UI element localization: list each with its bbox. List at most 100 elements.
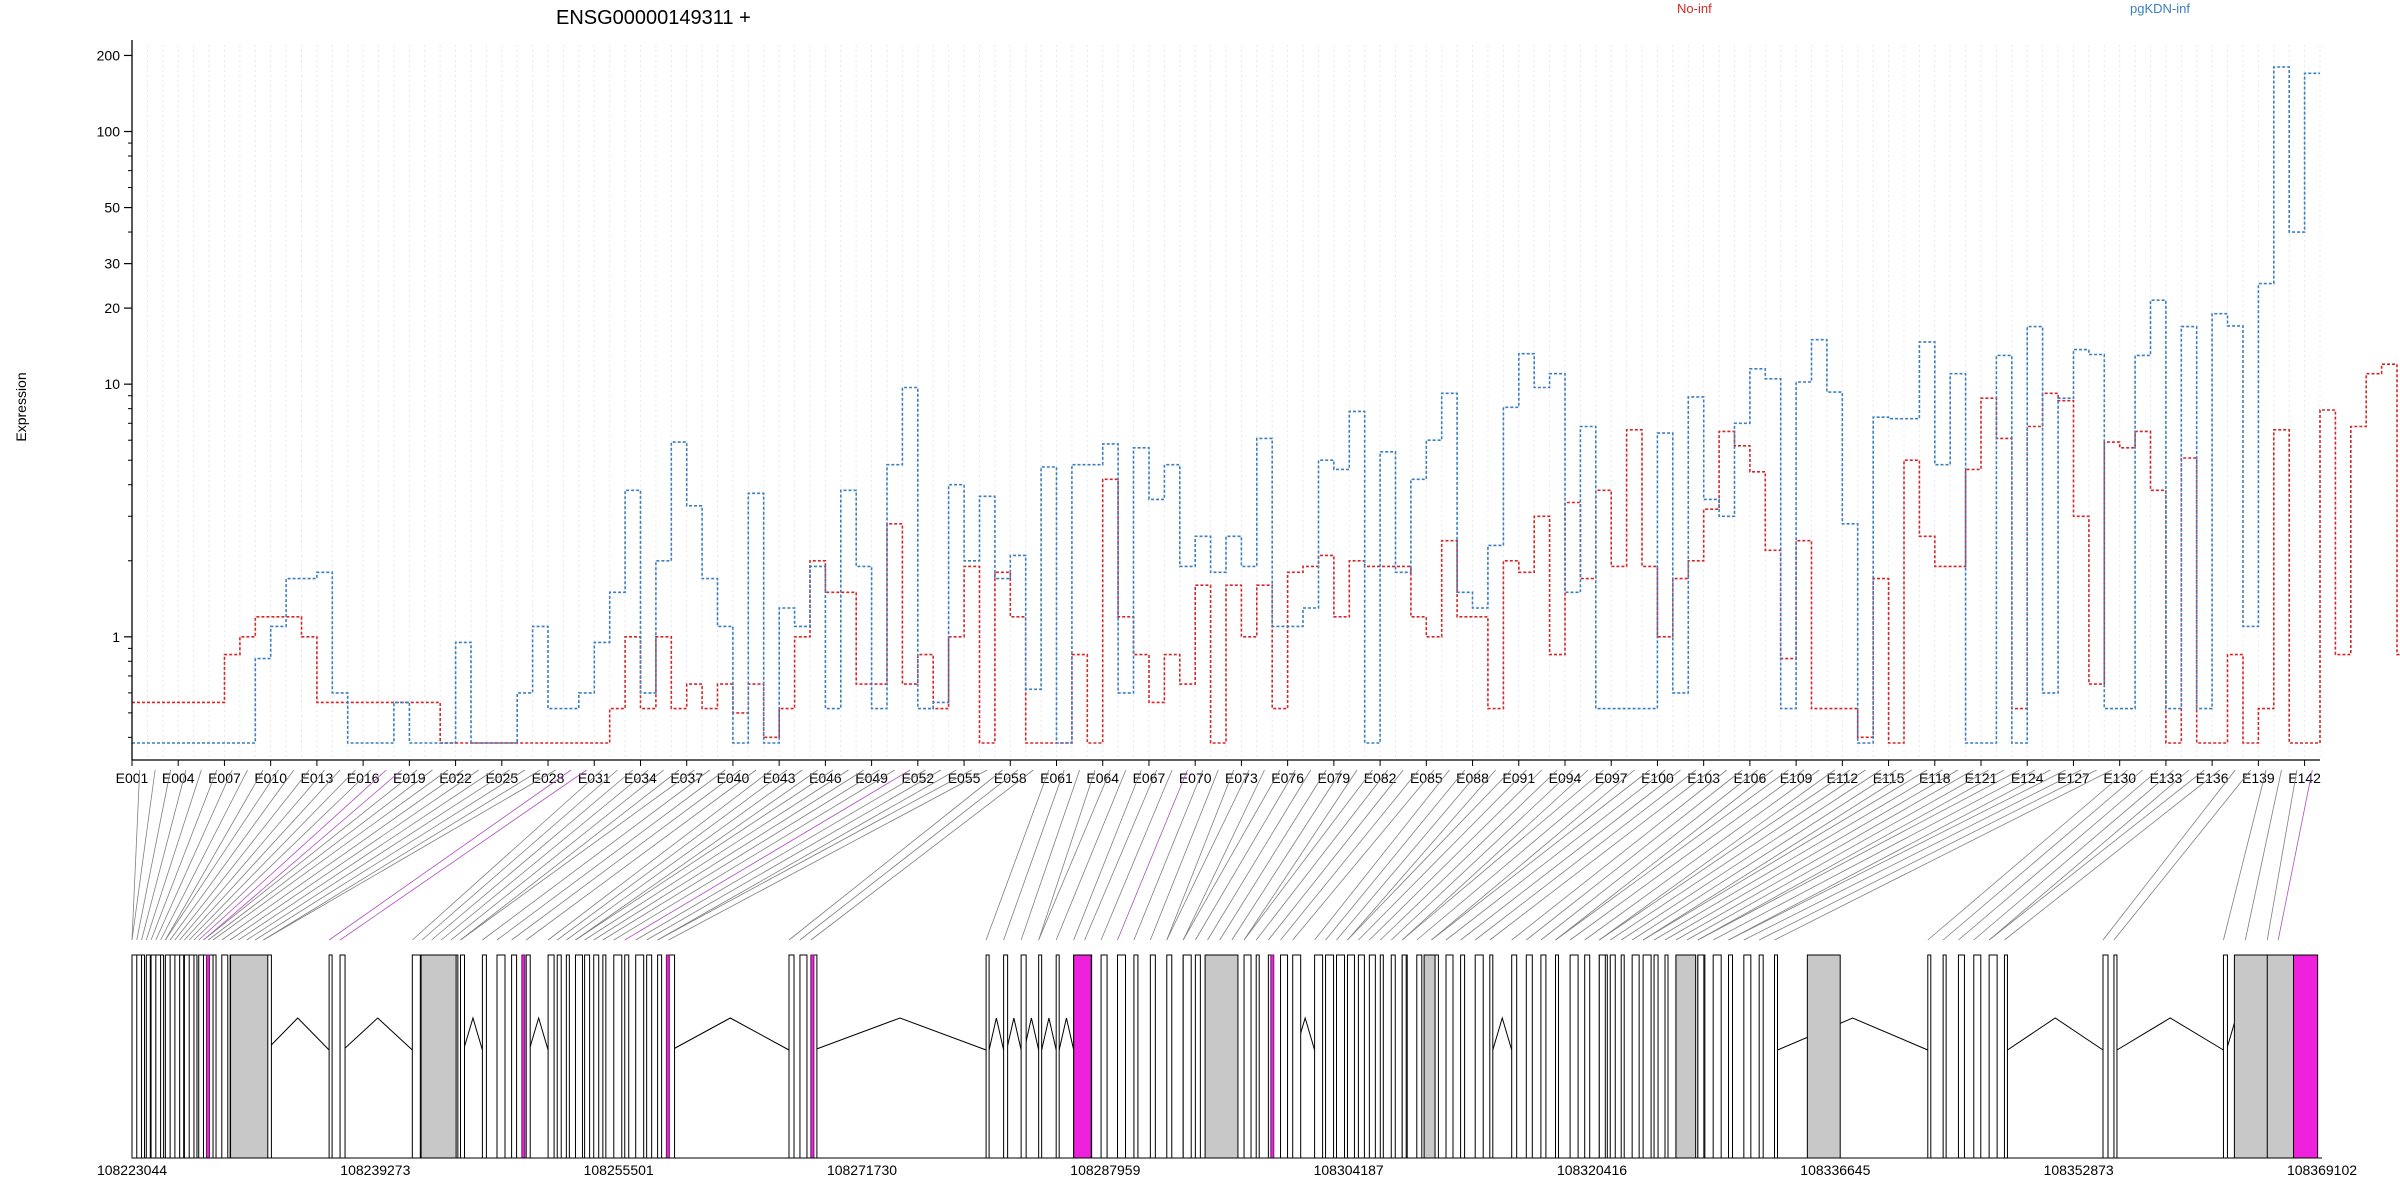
exon-box (1194, 954, 1201, 1159)
exon-connector (1182, 769, 1265, 941)
exon-connector (440, 769, 649, 941)
x-tick-label: E118 (1919, 770, 1951, 786)
y-tick-label: 100 (97, 124, 121, 140)
exon-box (1182, 954, 1192, 1159)
exon-box (141, 954, 146, 1159)
x-tick-label: E070 (1179, 770, 1212, 786)
exon-box (1973, 954, 1982, 1159)
x-tick-label: E124 (2011, 770, 2044, 786)
exon-box-filled (1423, 954, 1436, 1159)
intron-line (988, 1017, 1005, 1051)
x-tick-label: E004 (162, 770, 195, 786)
x-tick-label: E001 (116, 770, 149, 786)
exon-box (657, 954, 663, 1159)
exon-connector (2113, 769, 2251, 941)
exon-box (1774, 954, 1778, 1159)
exon-box (1631, 954, 1640, 1159)
x-tick-label: E094 (1549, 770, 1582, 786)
exon-connector (810, 769, 1034, 941)
exon-box (1166, 954, 1173, 1159)
exon-connector (1358, 769, 1527, 941)
exon-connector (1219, 769, 1327, 941)
exon-box (1100, 954, 1108, 1159)
exon-connector (1942, 769, 2144, 941)
exon-box (1942, 954, 1947, 1159)
exon-connector (203, 769, 402, 941)
exon-connector (1149, 769, 1219, 941)
exon-connector (1675, 769, 1974, 941)
exon-connector (238, 769, 495, 941)
exon-connector (174, 769, 310, 941)
exon-box (212, 954, 217, 1159)
exon-connector (1268, 769, 1404, 941)
coordinate-label: 108287959 (1070, 1162, 1140, 1178)
exon-connector (1958, 769, 2159, 941)
x-tick-label: E007 (208, 770, 241, 786)
exon-box (1712, 954, 1722, 1159)
exon-connector (1540, 769, 1758, 941)
exon-connector (460, 769, 680, 941)
exon-box (1620, 954, 1625, 1159)
exon-box (525, 954, 531, 1159)
exon-box (179, 954, 185, 1159)
x-tick-label: E010 (254, 770, 287, 786)
exon-connector (1758, 769, 2097, 941)
exon-connector (1003, 769, 1065, 941)
exon-connector (179, 769, 325, 941)
exon-box (556, 954, 562, 1159)
exon-box (1336, 954, 1345, 1159)
exon-connector (339, 769, 587, 941)
exon-connector (229, 769, 479, 941)
exon-box (1020, 954, 1027, 1159)
exon-box-filled (2233, 954, 2270, 1159)
exon-box (1642, 954, 1652, 1159)
exon-connector (1697, 769, 2005, 941)
x-tick-label: E112 (1827, 770, 1859, 786)
x-tick-label: E139 (2242, 770, 2275, 786)
x-tick-label: E019 (393, 770, 426, 786)
exon-connector (2102, 769, 2236, 941)
series-line-pgkdn-inf (132, 66, 2320, 744)
exon-box (131, 954, 138, 1159)
x-tick-label: E016 (347, 770, 380, 786)
exon-box (1314, 954, 1324, 1159)
exon-connector (1610, 769, 1866, 941)
y-tick-label: 20 (104, 300, 120, 316)
exon-connector (1280, 769, 1419, 941)
exon-box (1292, 954, 1302, 1159)
exon-connector (556, 769, 788, 941)
x-tick-label: E058 (994, 770, 1027, 786)
exon-connector (1631, 769, 1897, 941)
exon-connector (1988, 769, 2205, 941)
exon-box (2003, 954, 2008, 1159)
coordinate-label: 108369102 (2287, 1162, 2357, 1178)
exon-box (1653, 954, 1659, 1159)
exon-connector (203, 769, 418, 941)
exon-box-filled (420, 954, 457, 1159)
exon-box (1460, 954, 1466, 1159)
chart-title: ENSG00000149311 + (556, 7, 751, 29)
exon-box (411, 954, 421, 1159)
y-tick-label: 30 (104, 256, 120, 272)
exon-box (1255, 954, 1260, 1159)
x-tick-label: E055 (948, 770, 981, 786)
genome-coordinate-axis: 108223044 108239273 108255501 108271730 1082… (97, 1157, 2357, 1178)
exon-connector (1973, 769, 2174, 941)
exon-connector (1314, 769, 1450, 941)
exon-connector (2244, 769, 2282, 941)
exon-box (1525, 954, 1533, 1159)
exon-connector (2004, 769, 2221, 941)
exon-connector (1988, 769, 2190, 941)
exon-connector (212, 769, 449, 941)
exon-connector (1569, 769, 1805, 941)
exon-connector (412, 769, 603, 941)
exon-box (460, 954, 465, 1159)
x-tick-label: E028 (532, 770, 565, 786)
exon-connector (328, 769, 572, 941)
exon-box (160, 954, 165, 1159)
exon-box-filled (1675, 954, 1697, 1159)
exon-connector (1526, 769, 1743, 941)
exon-box-filled (230, 954, 269, 1159)
exon-connector (1431, 769, 1635, 941)
exon-connector (1599, 769, 1835, 941)
